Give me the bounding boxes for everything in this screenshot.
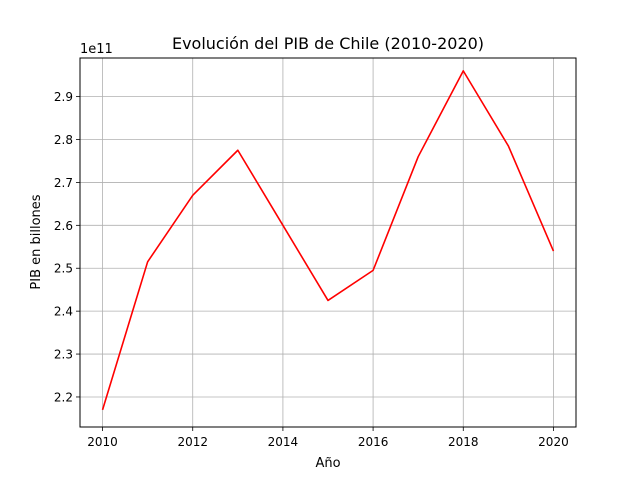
x-tick-label: 2010: [87, 435, 118, 449]
series-layer: [101, 70, 555, 411]
y-tick-label: 2.7: [54, 176, 73, 190]
x-tick-label: 2016: [358, 435, 389, 449]
y-tick-label: 2.9: [54, 90, 73, 104]
y-tick-label: 2.2: [54, 390, 73, 404]
series-line: [101, 70, 555, 411]
y-tick-label: 2.4: [54, 305, 73, 319]
y-axis-offset-label: 1e11: [80, 42, 113, 57]
grid-lines: [80, 58, 576, 427]
y-tick-label: 2.3: [54, 348, 73, 362]
x-tick-label: 2012: [177, 435, 208, 449]
y-tick-label: 2.8: [54, 133, 73, 147]
y-axis-label: PIB en billones: [29, 194, 44, 289]
chart-title: Evolución del PIB de Chile (2010-2020): [172, 34, 484, 53]
x-axis-label: Año: [315, 456, 340, 471]
x-tick-label: 2018: [448, 435, 479, 449]
plot-frame: [79, 57, 577, 428]
x-tick-label: 2014: [268, 435, 299, 449]
y-tick-label: 2.5: [54, 262, 73, 276]
y-tick-label: 2.6: [54, 219, 73, 233]
x-tick-label: 2020: [538, 435, 569, 449]
y-axis-ticks: 2.2 2.3 2.4 2.5 2.6 2.7 2.8 2.9: [54, 90, 80, 404]
x-axis-ticks: 2010 2012 2014 2016 2018 2020: [87, 427, 569, 449]
